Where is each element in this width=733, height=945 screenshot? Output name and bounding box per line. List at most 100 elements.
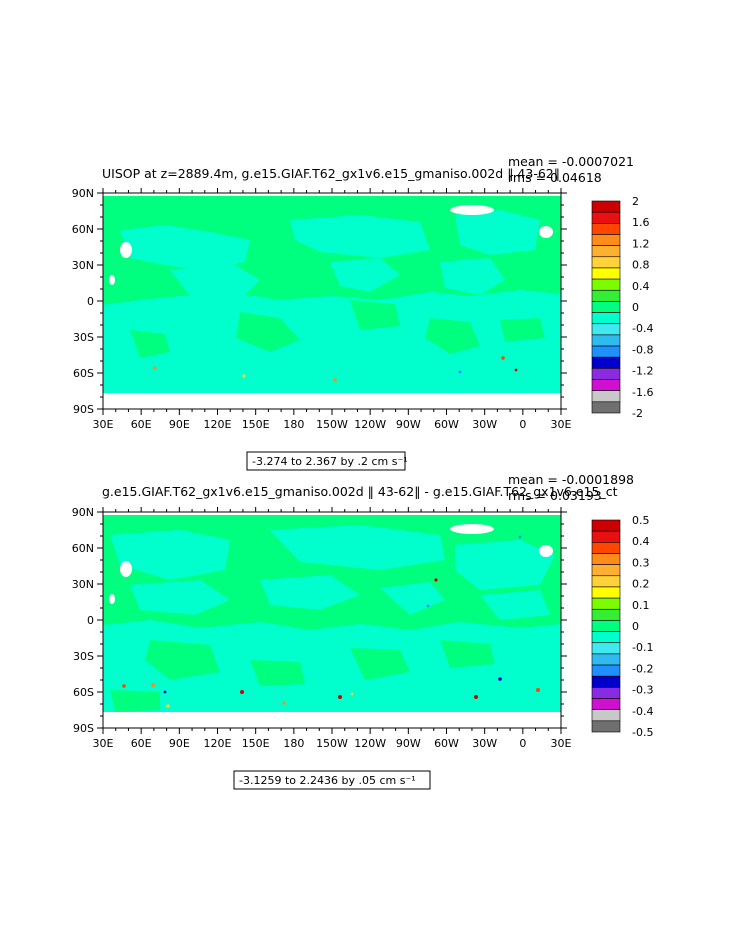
colorbar-swatch: [591, 586, 621, 599]
colorbar-swatch: [591, 245, 621, 258]
colorbar-swatch: [591, 379, 621, 391]
x-tick-label: 30W: [472, 418, 497, 431]
y-tick-label: 30N: [72, 578, 94, 591]
panel-2-anomaly: [240, 690, 244, 694]
colorbar-swatch: [591, 687, 621, 699]
x-tick-label: 30W: [472, 737, 497, 750]
y-tick-label: 60S: [73, 367, 94, 380]
colorbar-swatch: [591, 542, 621, 554]
panel-2-range-frame: [233, 770, 431, 790]
x-tick-label: 180: [283, 737, 304, 750]
colorbar-label: 0.4: [632, 280, 650, 293]
x-tick-label: 60E: [131, 418, 152, 431]
panel-2-range-label: -3.1259 to 2.2436 by .05 cm s⁻¹: [239, 774, 416, 787]
colorbar-swatch: [591, 575, 621, 588]
x-tick-label: 90W: [396, 737, 421, 750]
colorbar-label: 0.1: [632, 599, 650, 612]
y-tick-label: 90N: [72, 506, 94, 519]
colorbar-label: 0: [632, 301, 639, 314]
colorbar-label: 1.2: [632, 237, 650, 250]
y-tick-label: 30S: [73, 331, 94, 344]
colorbar-swatch: [591, 631, 621, 644]
colorbar-swatch: [591, 698, 621, 710]
colorbar-swatch: [591, 211, 621, 224]
panel-2-anomaly: [282, 701, 286, 705]
panel-2-anomaly: [498, 677, 502, 681]
panel-2-mean: mean = -0.0001898: [508, 472, 634, 487]
panel-2-anomaly: [434, 578, 438, 582]
y-tick-label: 0: [87, 295, 94, 308]
colorbar-swatch: [591, 597, 621, 610]
x-tick-label: 150W: [316, 737, 348, 750]
colorbar-swatch: [591, 620, 621, 632]
colorbar-label: 0.4: [632, 535, 650, 548]
panel-2-south-mask: [103, 712, 561, 728]
y-tick-label: 0: [87, 614, 94, 627]
panel-1-anomalies: [153, 356, 518, 382]
colorbar-swatch: [591, 301, 621, 313]
colorbar-label: -0.4: [632, 705, 653, 718]
panel-1-range-box: -3.274 to 2.367 by .2 cm s⁻¹: [246, 451, 408, 471]
panel-2-x-ticks: 30E 60E 90E 120E 150E 180 150W 120W 90W 60W 30W 0 30…: [93, 507, 572, 750]
colorbar-swatch: [591, 564, 621, 577]
colorbar-swatch: [591, 530, 621, 543]
colorbar-swatch: [591, 267, 621, 280]
x-tick-label: 90E: [169, 418, 190, 431]
colorbar-swatch: [591, 519, 621, 532]
colorbar-swatch: [591, 642, 621, 655]
panel-2-anomaly: [166, 704, 170, 708]
panel-1-range-label: -3.274 to 2.367 by .2 cm s⁻¹: [252, 455, 408, 468]
panel-1-greenbands: [130, 300, 545, 358]
panel-1-anomaly: [242, 374, 246, 378]
colorbar-label: -0.1: [632, 641, 653, 654]
colorbar-swatch: [591, 223, 621, 235]
panel-1-anomaly: [501, 356, 505, 360]
panel-1-ocean-regions: [103, 210, 561, 409]
panel-1-y-ticks: 90N 60N 30N 0 30S 60S 90S: [72, 187, 567, 416]
colorbar-label: -1.6: [632, 386, 653, 399]
panel-2-anomaly: [338, 695, 342, 699]
panel-2-anomaly: [163, 690, 167, 694]
y-tick-label: 90S: [73, 722, 94, 735]
colorbar-label: -0.8: [632, 343, 653, 356]
colorbar-swatch: [591, 401, 621, 414]
panel-1: UISOP at z=2889.4m, g.e15.GIAF.T62_gx1v6…: [72, 154, 653, 471]
x-tick-label: 90W: [396, 418, 421, 431]
panel-1-anomaly: [514, 368, 518, 372]
colorbar-swatch: [591, 709, 621, 722]
panel-2-anomalies: [122, 535, 540, 708]
colorbar-label: -0.2: [632, 662, 653, 675]
panel-2-title: g.e15.GIAF.T62_gx1v6.e15_gmaniso.002d ‖ …: [102, 484, 618, 499]
colorbar-label: -0.3: [632, 684, 653, 697]
colorbar-swatch: [591, 323, 621, 336]
colorbar-label: 0.8: [632, 259, 650, 272]
colorbar-swatch: [591, 345, 621, 358]
colorbar-swatch: [591, 334, 621, 347]
colorbar-swatch: [591, 256, 621, 269]
y-tick-label: 60N: [72, 542, 94, 555]
y-tick-label: 30S: [73, 650, 94, 663]
panel-2-island-c: [539, 545, 553, 557]
panel-2-map: 30E 60E 90E 120E 150E 180 150W 120W 90W 60W 30W 0 30…: [72, 506, 572, 750]
colorbar-label: 2: [632, 195, 639, 208]
panel-2-anomaly: [518, 535, 522, 539]
panel-2: g.e15.GIAF.T62_gx1v6.e15_gmaniso.002d ‖ …: [72, 472, 653, 790]
y-tick-label: 30N: [72, 259, 94, 272]
panel-2-range-box: -3.1259 to 2.2436 by .05 cm s⁻¹: [233, 770, 431, 790]
colorbar-swatch: [591, 200, 621, 213]
panel-1-colorbar: 2 1.6 1.2 0.8 0.4 0 -0.4 -0.8 -1.2 -1.6 -2: [591, 195, 653, 420]
colorbar-swatch: [591, 553, 621, 565]
x-tick-label: 150E: [242, 737, 270, 750]
x-tick-label: 120E: [204, 418, 232, 431]
panel-1-anomaly: [333, 378, 337, 382]
colorbar-swatch: [591, 234, 621, 246]
x-tick-label: 30E: [551, 737, 572, 750]
panel-1-x-ticks: 30E 60E 90E 120E 150E 180 150W 120W 90W 60W 30W 0 30…: [93, 188, 572, 431]
panel-2-greenland: [450, 524, 494, 534]
x-tick-label: 60W: [434, 418, 459, 431]
panel-1-north-mask: [103, 193, 561, 196]
colorbar-label: 0.5: [632, 514, 650, 527]
y-tick-label: 60S: [73, 686, 94, 699]
panel-2-anomaly: [474, 695, 478, 699]
panel-2-land-masks: [103, 512, 561, 728]
